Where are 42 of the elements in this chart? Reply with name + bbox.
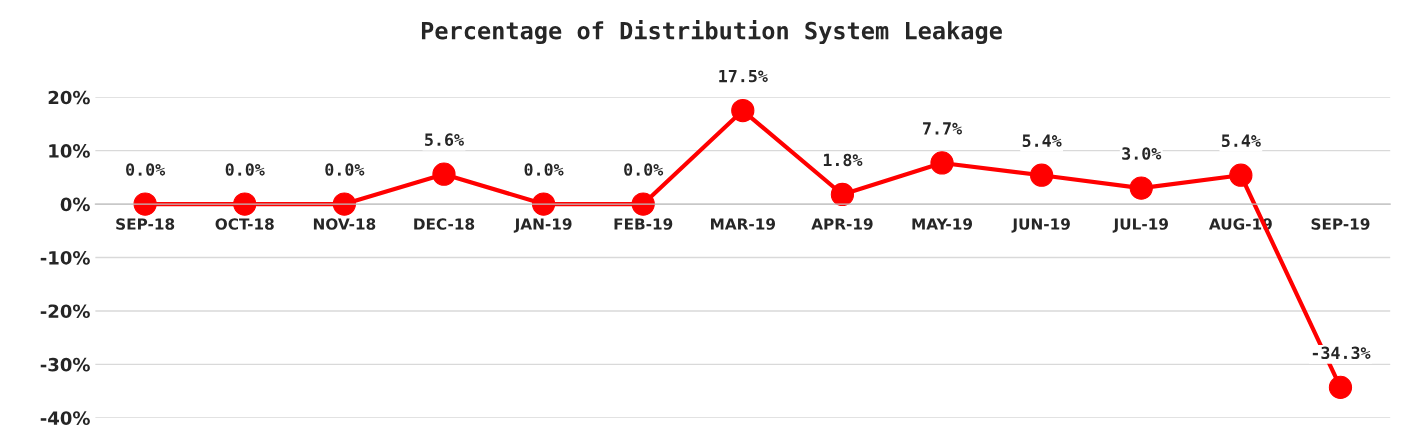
data-label: 5.4% xyxy=(1221,134,1261,148)
data-label: 0.0% xyxy=(325,163,365,176)
x-tick-label: JUL-19 xyxy=(1112,218,1168,233)
point xyxy=(432,162,456,186)
y-tick-label: -10% xyxy=(40,250,90,265)
x-tick-label: APR-19 xyxy=(811,218,873,230)
x-tick-label: FEB-19 xyxy=(614,218,673,230)
point xyxy=(930,151,954,175)
point xyxy=(830,182,855,207)
data-label: 3.0% xyxy=(1122,147,1162,160)
chart-title: Percentage of Distribution System Leakage xyxy=(421,19,1002,45)
data-label: -34.3% xyxy=(1312,346,1371,360)
data-label: 0.0% xyxy=(126,163,166,176)
x-tick-label: SEP-18 xyxy=(116,218,175,230)
point xyxy=(631,192,655,216)
point xyxy=(1328,375,1353,399)
data-label: 0.0% xyxy=(624,163,664,176)
point xyxy=(1129,176,1153,200)
y-tick-label: 10% xyxy=(49,144,90,158)
data-label: 1.8% xyxy=(823,153,863,167)
x-tick-label: DEC-18 xyxy=(414,218,475,230)
point xyxy=(1030,163,1054,187)
data-label: 7.7% xyxy=(923,122,962,135)
y-tick-label: -30% xyxy=(40,357,90,372)
x-tick-label: SEP-19 xyxy=(1311,218,1370,230)
x-tick-label: JUN-19 xyxy=(1011,218,1070,233)
x-tick-label: JAN-19 xyxy=(513,218,572,233)
data-label: 0.0% xyxy=(524,163,564,176)
x-tick-label: OCT-18 xyxy=(215,218,274,230)
point xyxy=(731,98,755,123)
data-label: 0.0% xyxy=(225,163,265,176)
x-tick-label: NOV-18 xyxy=(313,218,376,230)
y-tick-label: -20% xyxy=(40,304,90,319)
data-label: 5.6% xyxy=(425,133,464,146)
x-tick-label: MAY-19 xyxy=(912,218,973,230)
data-label: 17.5% xyxy=(719,69,768,83)
y-tick-label: -40% xyxy=(40,411,90,425)
y-tick-label: 0% xyxy=(60,197,90,212)
point xyxy=(1229,163,1253,187)
x-tick-label: MAR-19 xyxy=(711,218,776,230)
y-tick-label: 20% xyxy=(48,90,90,105)
data-label: 5.4% xyxy=(1022,134,1062,148)
